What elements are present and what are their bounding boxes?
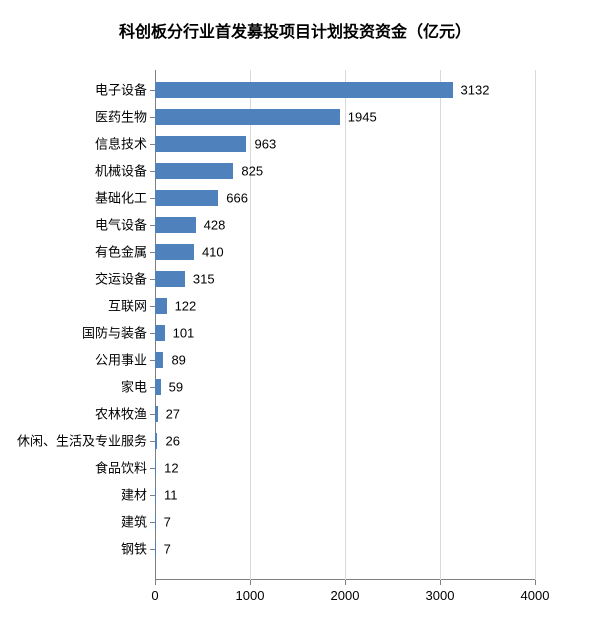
category-label: 农林牧渔 (95, 408, 147, 421)
bar: 666 (155, 190, 218, 206)
bar: 1945 (155, 109, 340, 125)
value-label: 101 (173, 327, 195, 340)
bar: 315 (155, 271, 185, 287)
bar: 963 (155, 136, 246, 152)
category-label: 钢铁 (121, 543, 147, 556)
bar: 825 (155, 163, 233, 179)
x-tick-label: 1000 (236, 588, 265, 603)
category-label: 基础化工 (95, 192, 147, 205)
bar-row: 信息技术963 (155, 136, 535, 152)
category-label: 互联网 (108, 300, 147, 313)
x-tick-label: 3000 (426, 588, 455, 603)
value-label: 410 (202, 246, 224, 259)
value-label: 666 (226, 192, 248, 205)
value-label: 3132 (461, 84, 490, 97)
category-label: 建材 (121, 489, 147, 502)
bar: 122 (155, 298, 167, 314)
bar: 59 (155, 379, 161, 395)
bar: 410 (155, 244, 194, 260)
category-label: 交运设备 (95, 273, 147, 286)
bar: 7 (155, 514, 156, 530)
value-label: 26 (165, 435, 179, 448)
bar-row: 钢铁7 (155, 541, 535, 557)
category-label: 休闲、生活及专业服务 (17, 435, 147, 448)
x-tick (345, 580, 346, 585)
bar-row: 公用事业89 (155, 352, 535, 368)
chart-container: 科创板分行业首发募投项目计划投资资金（亿元） 0 1000 2000 3000 4000… (0, 0, 590, 630)
value-label: 59 (169, 381, 183, 394)
bar: 26 (155, 433, 157, 449)
value-label: 122 (175, 300, 197, 313)
value-label: 12 (164, 462, 178, 475)
x-tick (535, 580, 536, 585)
x-tick-label: 0 (151, 588, 158, 603)
value-label: 27 (166, 408, 180, 421)
bar-row: 基础化工666 (155, 190, 535, 206)
bar-row: 电气设备428 (155, 217, 535, 233)
bar: 89 (155, 352, 163, 368)
category-label: 电子设备 (95, 84, 147, 97)
category-label: 信息技术 (95, 138, 147, 151)
bar: 101 (155, 325, 165, 341)
category-label: 家电 (121, 381, 147, 394)
x-tick-label: 4000 (521, 588, 550, 603)
category-label: 有色金属 (95, 246, 147, 259)
category-label: 机械设备 (95, 165, 147, 178)
x-tick (155, 580, 156, 585)
bar: 11 (155, 487, 156, 503)
bar: 7 (155, 541, 156, 557)
bar: 428 (155, 217, 196, 233)
bar-row: 交运设备315 (155, 271, 535, 287)
chart-title: 科创板分行业首发募投项目计划投资资金（亿元） (0, 0, 590, 42)
bar-row: 家电59 (155, 379, 535, 395)
gridline (535, 70, 536, 580)
bar-row: 建筑7 (155, 514, 535, 530)
bar: 12 (155, 460, 156, 476)
bar-row: 有色金属410 (155, 244, 535, 260)
value-label: 825 (241, 165, 263, 178)
value-label: 89 (171, 354, 185, 367)
plot-area: 01000200030004000电子设备3132医药生物1945信息技术963… (155, 70, 535, 580)
value-label: 7 (164, 516, 171, 529)
bar-row: 医药生物1945 (155, 109, 535, 125)
value-label: 11 (164, 489, 178, 502)
bar-row: 机械设备825 (155, 163, 535, 179)
bar-row: 互联网122 (155, 298, 535, 314)
bar: 3132 (155, 82, 453, 98)
category-label: 建筑 (121, 516, 147, 529)
category-label: 医药生物 (95, 111, 147, 124)
category-label: 电气设备 (95, 219, 147, 232)
bar-row: 食品饮料12 (155, 460, 535, 476)
x-tick (440, 580, 441, 585)
value-label: 428 (204, 219, 226, 232)
bar: 27 (155, 406, 158, 422)
category-label: 公用事业 (95, 354, 147, 367)
value-label: 963 (254, 138, 276, 151)
bar-row: 国防与装备101 (155, 325, 535, 341)
value-label: 1945 (348, 111, 377, 124)
value-label: 7 (164, 543, 171, 556)
bar-row: 休闲、生活及专业服务26 (155, 433, 535, 449)
x-tick-label: 2000 (331, 588, 360, 603)
bar-row: 电子设备3132 (155, 82, 535, 98)
value-label: 315 (193, 273, 215, 286)
bar-row: 农林牧渔27 (155, 406, 535, 422)
category-label: 食品饮料 (95, 462, 147, 475)
category-label: 国防与装备 (82, 327, 147, 340)
x-tick (250, 580, 251, 585)
bar-row: 建材11 (155, 487, 535, 503)
